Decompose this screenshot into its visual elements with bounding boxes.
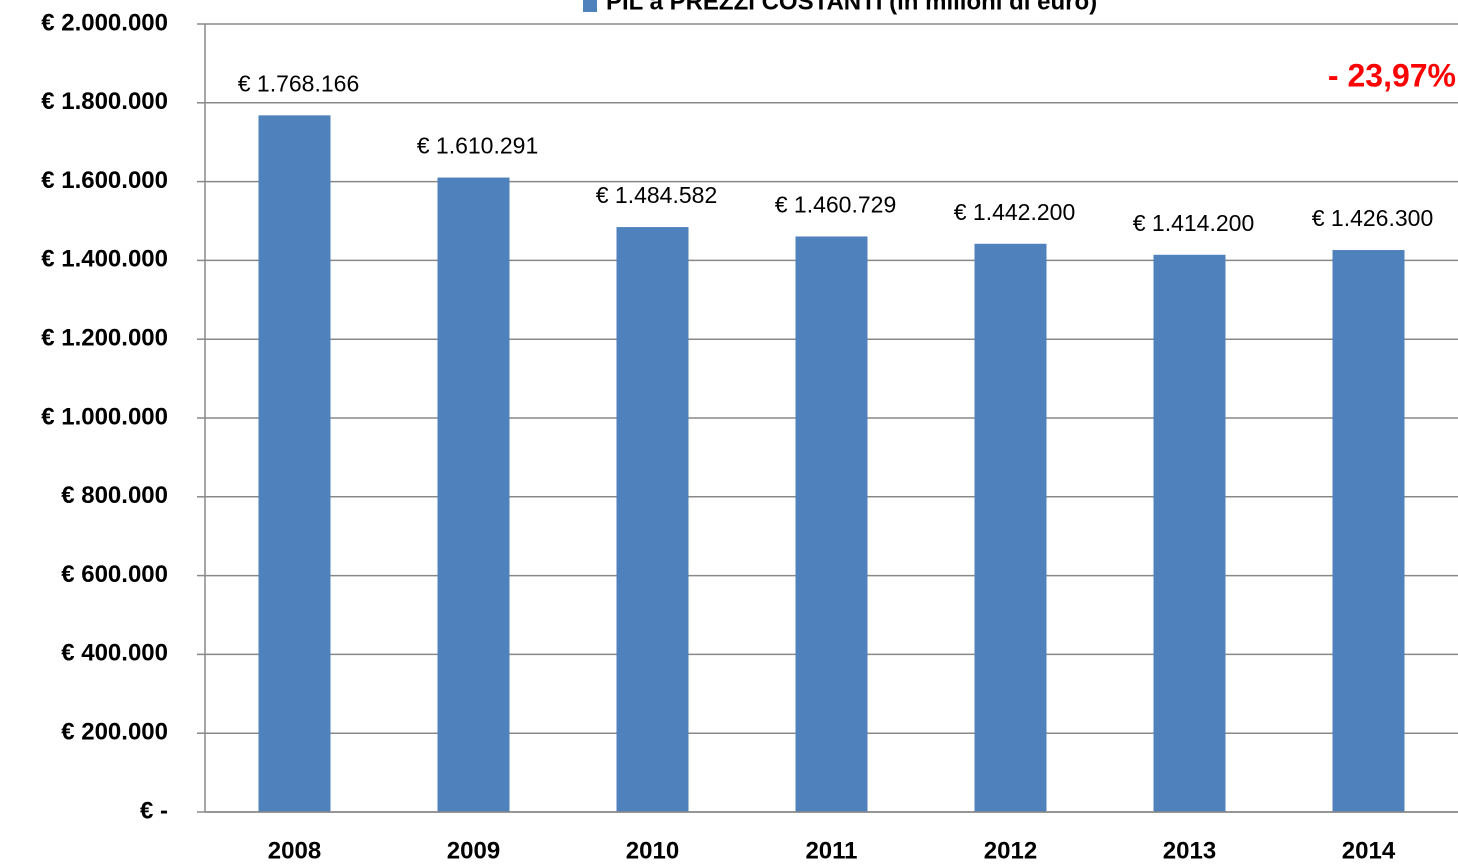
legend-label: PIL a PREZZI COSTANTI (in milioni di eur… [606,0,1097,15]
data-label: € 1.768.166 [238,70,360,96]
x-tick-label: 2009 [447,837,500,864]
y-tick-label: € 1.400.000 [41,246,168,273]
y-tick-label: € 800.000 [61,482,168,509]
bar [616,227,689,812]
y-tick-label: € 200.000 [61,719,168,746]
data-label: € 1.484.582 [596,182,718,208]
y-tick-label: € 1.000.000 [41,403,168,430]
x-tick-label: 2014 [1342,837,1396,864]
y-tick-label: € 1.600.000 [41,167,168,194]
x-tick-label: 2010 [626,837,679,864]
y-tick-label: € 2.000.000 [41,9,168,36]
legend-swatch [583,0,597,12]
data-label: € 1.460.729 [775,192,897,218]
data-label: € 1.442.200 [954,199,1076,225]
y-tick-label: € 600.000 [61,561,168,588]
y-tick-label: € 1.800.000 [41,88,168,115]
y-tick-label: € 1.200.000 [41,325,168,352]
data-label: € 1.414.200 [1133,210,1255,236]
data-label: € 1.426.300 [1312,205,1434,231]
bar [1332,250,1405,813]
bar [437,177,510,812]
bar [258,115,331,813]
data-label: € 1.610.291 [417,133,539,159]
x-tick-label: 2012 [984,837,1037,864]
bar [795,236,868,812]
x-tick-label: 2013 [1163,837,1216,864]
bar [974,243,1047,812]
x-tick-label: 2008 [268,837,321,864]
annotation: - 23,97% [1328,57,1456,93]
bar [1153,254,1226,813]
y-tick-label: € 400.000 [61,640,168,667]
x-tick-label: 2011 [805,837,857,864]
y-tick-label: € - [140,797,168,824]
